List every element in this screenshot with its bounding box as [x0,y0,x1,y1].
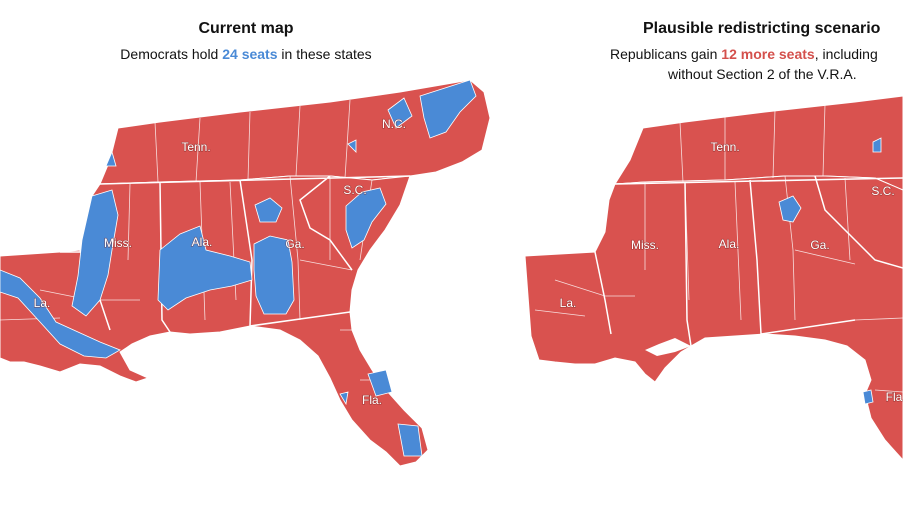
subtitle-text: , including [814,46,878,62]
deep-south-region [524,175,903,461]
state-borders [594,175,903,347]
label-georgia: Ga. [810,238,829,252]
right-state-labels: Tenn. S.C. Miss. Ala. Ga. La. Fla [559,139,903,404]
label-georgia: Ga. [285,237,304,251]
subtitle-text: Republicans gain [610,46,722,62]
dem-seat-count: 24 seats [222,46,278,62]
label-tennessee: Tenn. [181,140,210,154]
subtitle-text: Democrats hold [120,46,223,62]
subtitle-line-2: without Section 2 of the V.R.A. [668,66,857,82]
label-florida: Fla [886,390,903,404]
label-mississippi: Miss. [631,238,659,252]
label-florida: Fla. [362,393,382,407]
scenario-map-panel: Tenn. S.C. Miss. Ala. Ga. La. Fla Plausi… [495,0,903,508]
label-north-carolina: N.C. [382,117,406,131]
scenario-map-title: Plausible redistricting scenario [643,20,881,37]
gulf-coastline [120,332,395,496]
current-map-title: Current map [198,20,294,37]
label-south-carolina: S.C. [871,184,894,198]
dem-districts [778,137,882,405]
current-district-map: Tenn. N.C. S.C. Miss. Ala. Ga. La. Fla. [0,79,491,496]
south-region-landmass [524,95,903,461]
gulf-coastline [645,338,691,356]
left-state-labels: Tenn. N.C. S.C. Miss. Ala. Ga. La. Fla. [33,116,407,407]
scenario-district-map: Tenn. S.C. Miss. Ala. Ga. La. Fla [524,95,903,461]
label-louisiana: La. [34,296,51,310]
subtitle-line-1: Republicans gain 12 more seats, includin… [610,44,903,64]
subtitle-text: in these states [277,46,372,62]
label-louisiana: La. [560,296,577,310]
label-mississippi: Miss. [104,236,132,250]
rep-seat-gain: 12 more seats [721,46,815,62]
scenario-map-subtitle: Republicans gain 12 more seats, includin… [610,44,903,84]
dem-districts [0,79,477,457]
south-region-landmass [0,79,491,496]
label-alabama: Ala. [719,237,740,251]
tennessee-nc-region [614,95,903,191]
label-alabama: Ala. [192,235,213,249]
current-map-panel: Tenn. N.C. S.C. Miss. Ala. Ga. La. Fla. … [0,20,491,496]
district-lines [534,103,903,393]
label-south-carolina: S.C. [343,183,366,197]
label-tennessee: Tenn. [710,140,739,154]
current-map-subtitle: Democrats hold 24 seats in these states [86,44,406,64]
